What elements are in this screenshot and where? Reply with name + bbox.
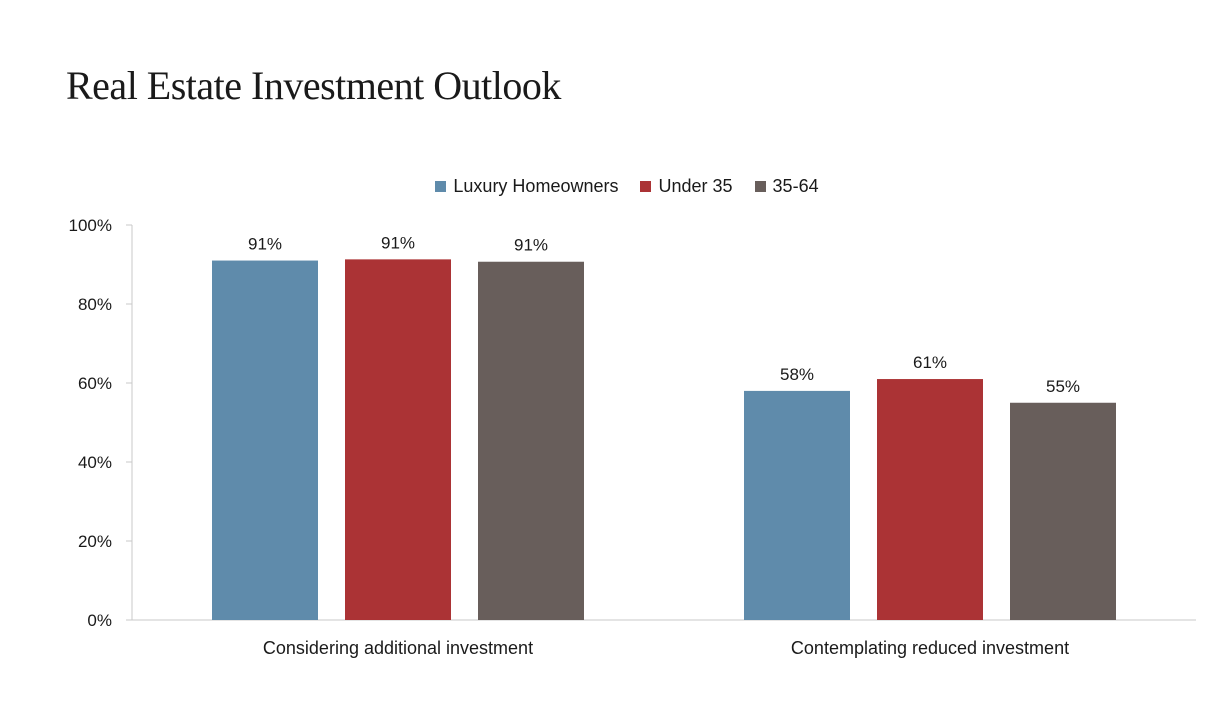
legend-item-under-35: Under 35: [640, 176, 733, 197]
legend-item-35-64: 35-64: [754, 176, 819, 197]
data-label: 91%: [514, 236, 548, 255]
data-label: 58%: [780, 365, 814, 384]
y-tick-label: 100%: [69, 216, 112, 235]
data-label: 91%: [248, 235, 282, 254]
bar: [478, 261, 584, 620]
legend-item-luxury-homeowners: Luxury Homeowners: [435, 176, 618, 197]
data-label: 61%: [913, 353, 947, 372]
legend-swatch: [754, 181, 766, 192]
chart-legend: Luxury Homeowners Under 35 35-64: [0, 176, 1214, 197]
y-tick-label: 80%: [78, 295, 112, 314]
x-category-label: Contemplating reduced investment: [791, 638, 1069, 658]
x-category-label: Considering additional investment: [263, 638, 533, 658]
y-tick-label: 0%: [87, 611, 112, 630]
bar: [744, 390, 850, 620]
y-tick-label: 20%: [78, 532, 112, 551]
legend-label: Luxury Homeowners: [453, 176, 619, 196]
legend-swatch: [435, 181, 447, 192]
bar: [212, 260, 318, 620]
legend-swatch: [640, 181, 652, 192]
bar: [877, 379, 983, 620]
bar: [345, 259, 451, 620]
page-title: Real Estate Investment Outlook: [66, 63, 561, 108]
legend-label: Under 35: [658, 176, 733, 196]
data-label: 91%: [381, 233, 415, 252]
data-label: 55%: [1046, 377, 1080, 396]
y-tick-label: 40%: [78, 453, 112, 472]
legend-label: 35-64: [772, 176, 819, 196]
bar: [1010, 402, 1116, 620]
y-tick-label: 60%: [78, 374, 112, 393]
